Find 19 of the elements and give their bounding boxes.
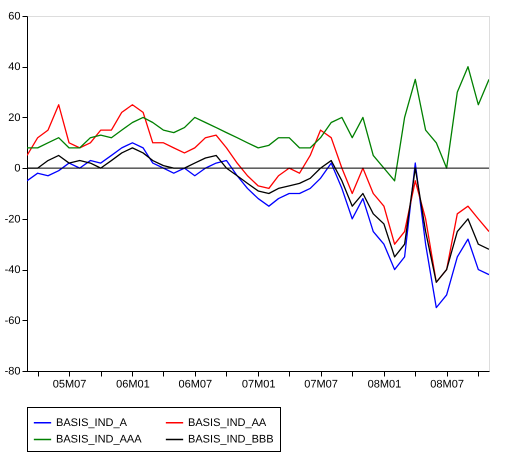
- y-tick-label: 0: [14, 162, 20, 175]
- y-tick-label: -20: [4, 213, 20, 226]
- y-tick-label: 60: [8, 10, 20, 22]
- y-tick-label: -60: [4, 314, 20, 327]
- legend-label: BASIS_IND_AAA: [56, 434, 142, 446]
- x-tick-label: 07M07: [304, 378, 338, 390]
- x-tick-label: 06M07: [178, 378, 212, 390]
- x-tick-label: 08M01: [368, 378, 402, 390]
- x-tick-label: 06M01: [116, 378, 150, 390]
- legend-label: BASIS_IND_BBB: [188, 434, 274, 446]
- y-tick-label: -40: [4, 264, 20, 276]
- legend-label: BASIS_IND_AA: [188, 416, 267, 429]
- x-tick-label: 08M07: [430, 378, 464, 390]
- y-tick-label: 40: [8, 61, 20, 74]
- x-tick-label: 07M01: [242, 378, 276, 390]
- legend-label: BASIS_IND_A: [56, 416, 128, 429]
- x-tick-label: 05M07: [52, 378, 86, 390]
- y-tick-label: -80: [4, 366, 20, 378]
- y-tick-label: 20: [8, 112, 20, 124]
